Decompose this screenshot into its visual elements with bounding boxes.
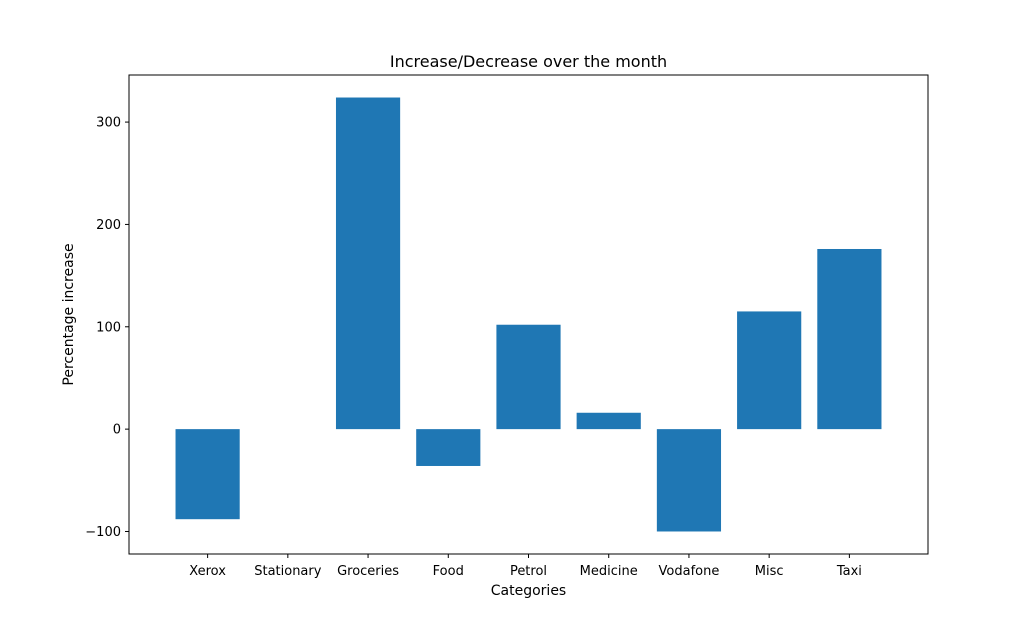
- bar-xerox: [175, 429, 240, 520]
- y-axis-label: Percentage increase: [61, 243, 77, 385]
- x-tick-label: Petrol: [510, 564, 547, 579]
- bar-vodafone: [656, 429, 722, 532]
- bar-petrol: [496, 324, 561, 430]
- x-axis-ticks: Xerox Stationary Groceries Food Petrol Medici…: [189, 554, 862, 579]
- y-tick-label: 0: [113, 423, 121, 438]
- x-tick-label: Food: [433, 564, 464, 579]
- bar-taxi: [817, 248, 882, 430]
- x-tick-label: Groceries: [337, 564, 399, 579]
- x-tick-label: Taxi: [836, 564, 862, 579]
- y-tick-label: −100: [85, 525, 121, 540]
- x-tick-label: Xerox: [189, 564, 226, 579]
- y-tick-label: 100: [96, 320, 121, 335]
- y-axis-ticks: −100 0 100 200 300: [85, 116, 129, 540]
- x-tick-label: Vodafone: [659, 564, 720, 579]
- bar-medicine: [576, 412, 641, 430]
- bars-layer: [175, 97, 882, 532]
- y-tick-label: 200: [96, 218, 121, 233]
- x-tick-label: Medicine: [580, 564, 638, 579]
- bar-misc: [737, 311, 802, 430]
- x-axis-label: Categories: [491, 583, 566, 599]
- chart-title: Increase/Decrease over the month: [390, 52, 667, 71]
- x-tick-label: Stationary: [254, 564, 322, 579]
- bar-groceries: [335, 97, 401, 430]
- plot-frame: [128, 74, 929, 555]
- y-tick-label: 300: [96, 116, 121, 131]
- x-tick-label: Misc: [755, 564, 784, 579]
- bar-food: [416, 429, 481, 466]
